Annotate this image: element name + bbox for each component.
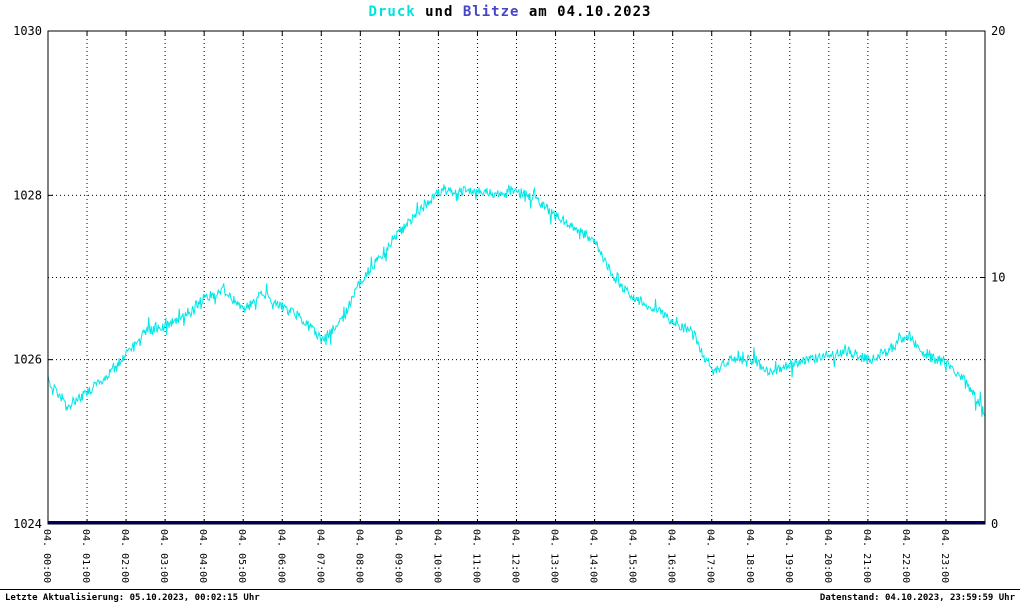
y-left-label: 1026	[13, 353, 42, 367]
axis-labels: 1030 1028 1026 1024 20 10 0 04. 00:00 04. 01:00 0…	[13, 24, 1005, 583]
x-axis-label: 04. 04:00	[197, 529, 208, 583]
y-left-label: 1024	[13, 517, 42, 531]
title-part: Druck	[368, 4, 416, 20]
y-right-label: 0	[991, 517, 998, 531]
x-axis-label: 04. 21:00	[861, 529, 872, 583]
x-axis-label: 04. 12:00	[510, 529, 521, 583]
y-right-label: 10	[991, 271, 1005, 285]
pressure-lightning-chart: 1030 1028 1026 1024 20 10 0 04. 00:00 04. 01:00 0…	[13, 24, 1005, 583]
last-update-text: Letzte Aktualisierung: 05.10.2023, 00:02…	[5, 593, 260, 603]
x-axis-label: 04. 08:00	[353, 529, 364, 583]
x-axis-label: 04. 17:00	[705, 529, 716, 583]
x-axis-label: 04. 07:00	[314, 529, 325, 583]
x-axis-label: 04. 09:00	[392, 529, 403, 583]
axis-ticks	[48, 31, 985, 524]
x-axis-label: 04. 01:00	[80, 529, 91, 583]
x-axis-label: 04. 14:00	[588, 529, 599, 583]
x-axis-label: 04. 22:00	[900, 529, 911, 583]
x-axis-label: 04. 13:00	[549, 529, 560, 583]
footer-bar: Letzte Aktualisierung: 05.10.2023, 00:02…	[0, 589, 1020, 603]
x-axis-label: 04. 02:00	[119, 529, 130, 583]
x-axis-label: 04. 15:00	[627, 529, 638, 583]
x-axis-label: 04. 10:00	[431, 529, 442, 583]
x-axis-label: 04. 16:00	[666, 529, 677, 583]
x-axis-label: 04. 11:00	[471, 529, 482, 583]
y-left-label: 1030	[13, 24, 42, 38]
data-timestamp-text: Datenstand: 04.10.2023, 23:59:59 Uhr	[819, 593, 1015, 603]
x-axis-label: 04. 06:00	[275, 529, 286, 583]
x-axis-label: 04. 00:00	[41, 529, 52, 583]
pressure-series	[47, 184, 986, 417]
y-right-label: 20	[991, 24, 1005, 38]
chart-title: Druck und Blitze am 04.10.2023	[0, 4, 1020, 20]
gridlines	[48, 31, 985, 524]
title-part: am 04.10.2023	[519, 4, 652, 20]
y-left-label: 1028	[13, 188, 42, 202]
title-part: Blitze	[462, 4, 520, 20]
x-axis-label: 04. 23:00	[939, 529, 950, 583]
x-axis-label: 04. 05:00	[236, 529, 247, 583]
x-axis-label: 04. 18:00	[744, 529, 755, 583]
x-axis-label: 04. 20:00	[822, 529, 833, 583]
title-part: und	[415, 4, 463, 20]
x-axis-label: 04. 03:00	[158, 529, 169, 583]
x-axis-label: 04. 19:00	[783, 529, 794, 583]
